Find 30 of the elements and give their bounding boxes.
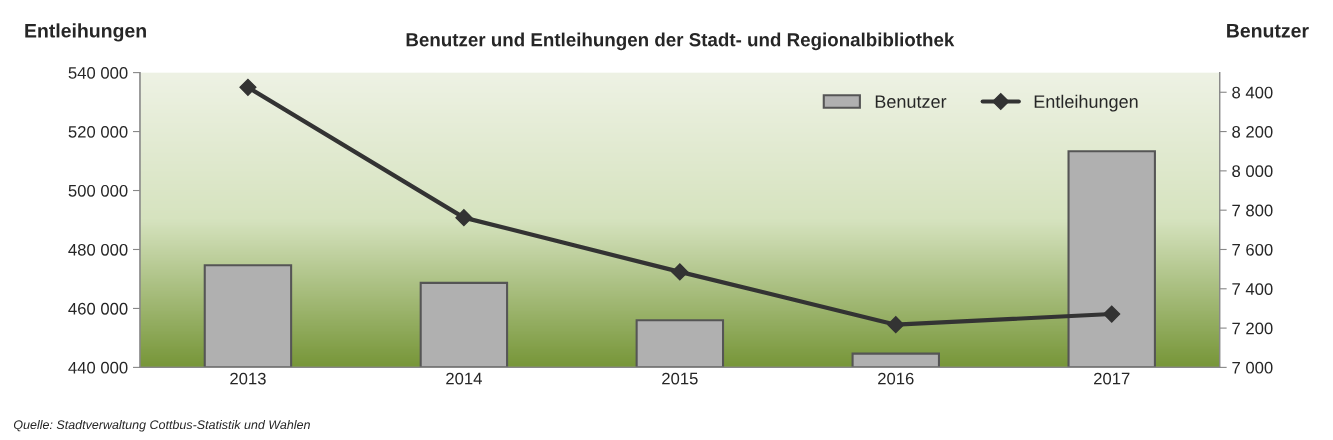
y-tick-label: 480 000 <box>68 243 128 256</box>
point <box>239 78 257 96</box>
y-tick-label: 440 000 <box>68 361 128 374</box>
legend-label: Benutzer <box>875 95 947 109</box>
point <box>887 316 905 334</box>
y-tick-label: 460 000 <box>68 302 128 315</box>
y2-tick-label: 7 000 <box>1232 361 1273 374</box>
y2-tick-label: 8 400 <box>1232 86 1273 99</box>
x-tick-label: 2014 <box>446 372 482 385</box>
x-tick-label: 2017 <box>1094 372 1130 385</box>
point <box>671 263 689 281</box>
y2-tick-label: 8 000 <box>1232 165 1273 178</box>
x-tick-label: 2013 <box>230 372 266 385</box>
x-tick-label: 2016 <box>878 372 914 385</box>
y-tick-label: 520 000 <box>68 125 128 138</box>
y-axis-title: Entleihungen <box>25 23 146 42</box>
y-tick-label: 500 000 <box>68 184 128 197</box>
y2-tick-label: 8 200 <box>1232 125 1273 138</box>
source-note: Quelle: Stadtverwaltung Cottbus-Statistik und Wahlen <box>13 419 310 432</box>
chart-title: Benutzer und Entleihungen der Stadt- und Regionalbibliothek <box>406 32 955 51</box>
y-tick-label: 540 000 <box>68 67 128 79</box>
y2-tick-label: 7 400 <box>1232 283 1273 295</box>
y2-tick-label: 7 600 <box>1232 243 1273 256</box>
y2-tick-label: 7 800 <box>1232 204 1273 217</box>
legend-label: Entleihungen <box>1034 94 1138 112</box>
point <box>1103 305 1121 323</box>
point <box>455 209 473 227</box>
x-tick-label: 2015 <box>662 372 698 385</box>
y2-tick-label: 7 200 <box>1232 322 1273 335</box>
y2-axis-title: Benutzer <box>1227 24 1309 38</box>
